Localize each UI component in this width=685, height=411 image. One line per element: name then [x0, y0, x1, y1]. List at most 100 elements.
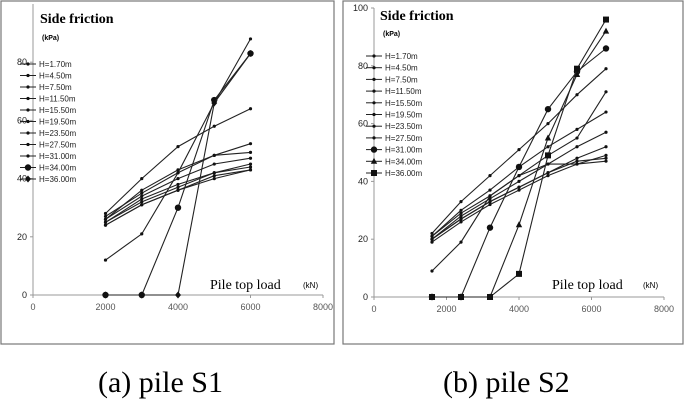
chart1-data-point: [103, 223, 108, 227]
chart2-data-point: [546, 174, 550, 178]
chart2-data-point: [602, 27, 610, 34]
chart2-x-label: Pile top load: [552, 278, 623, 293]
chart2-data-point: [517, 174, 521, 178]
chart1-data-point: [103, 258, 108, 262]
chart1-data-point: [248, 37, 253, 41]
chart2-data-point: [430, 269, 434, 273]
chart2-legend-marker: [372, 89, 376, 93]
chart1-x-tick-label: 8000: [313, 302, 333, 312]
chart2-series-11: [429, 16, 609, 300]
chart2-legend-label: H=23.50m: [385, 122, 422, 131]
chart2-data-point: [515, 221, 523, 228]
chart1-legend-marker: [26, 62, 30, 66]
chart1-legend-label: H=15.50m: [39, 106, 76, 115]
chart2-x-tick-label: 0: [371, 304, 376, 314]
chart1-data-point: [103, 220, 108, 224]
chart2-legend-marker: [372, 136, 376, 140]
chart2-x-tick-label: 8000: [654, 304, 674, 314]
chart1-series-8: [103, 168, 253, 227]
chart1-data-point: [212, 177, 216, 181]
chart2-frame: [342, 0, 684, 345]
chart1-data-point: [248, 162, 253, 166]
chart2-data-point: [488, 202, 492, 207]
chart1-data-point: [176, 171, 180, 175]
chart2-x-tick-label: 6000: [581, 304, 601, 314]
chart1-data-point: [140, 197, 144, 201]
chart1-title: Side friction: [40, 12, 114, 27]
chart2-legend-marker: [372, 66, 376, 70]
chart1-data-point: [247, 49, 254, 57]
chart2-data-point: [487, 294, 493, 300]
chart2-data-point: [575, 145, 579, 149]
chart2-data-point: [575, 162, 579, 166]
chart2-title: Side friction: [380, 9, 454, 24]
chart1-data-point: [102, 291, 109, 299]
chart2-data-point: [488, 188, 492, 192]
chart1-data-point: [140, 188, 144, 192]
chart1-legend-marker: [25, 175, 31, 183]
chart2-legend-marker: [371, 170, 377, 176]
chart2-legend-marker: [370, 157, 378, 164]
chart2-data-point: [486, 224, 494, 231]
chart2-data-point: [517, 148, 521, 152]
chart1-data-point: [140, 194, 144, 198]
chart1-legend-label: H=19.50m: [39, 118, 76, 127]
chart1-y-tick-label: 20: [17, 232, 27, 242]
chart1-data-point: [174, 204, 182, 211]
chart2-y-tick-label: 40: [358, 176, 368, 186]
chart-svg-s2: 0 2000 4000 6000 8000 0 20 40 60 80 100 Side fricti…: [342, 0, 684, 345]
chart1-legend-label: H=27.50m: [39, 141, 76, 150]
chart2-data-point: [545, 152, 551, 159]
chart2-data-point: [488, 174, 492, 178]
chart2-y-tick-label: 0: [363, 292, 368, 302]
chart1-data-point: [176, 182, 180, 187]
chart1-data-point: [212, 174, 216, 178]
chart1-x-tick-label: 4000: [168, 302, 188, 312]
chart1-legend-marker: [26, 85, 30, 89]
chart2-legend-marker: [372, 124, 376, 128]
chart2-data-point: [458, 294, 464, 300]
chart1-x-tick-label: 0: [30, 302, 35, 312]
chart1-frame: [0, 0, 335, 345]
chart2-data-point: [575, 93, 579, 97]
chart2-data-point: [459, 217, 463, 221]
chart2-data-point: [430, 240, 434, 244]
chart2-data-point: [575, 159, 579, 163]
chart1-series-9: [103, 37, 253, 262]
chart2-legend-marker: [372, 112, 376, 117]
chart2-legend-label: H=1.70m: [385, 52, 418, 61]
chart2-legend-label: H=19.50m: [385, 111, 422, 120]
chart2-legend-marker: [372, 101, 376, 105]
chart1-legend-label: H=36.00m: [39, 175, 76, 184]
chart1-series-7: [103, 162, 253, 224]
chart2-data-point: [544, 134, 552, 141]
chart1-data-point: [138, 291, 145, 299]
chart1-x-tick-label: 2000: [95, 302, 115, 312]
chart1-data-point: [212, 124, 216, 128]
caption-pile-s2: (b) pile S2: [443, 366, 570, 399]
chart2-data-point: [488, 194, 492, 198]
chart1-x-label: Pile top load: [210, 278, 281, 293]
chart1-legend-marker: [26, 131, 30, 135]
chart2-data-point: [546, 171, 550, 175]
chart2-data-point: [604, 153, 608, 157]
chart1-series-4: [103, 156, 253, 221]
chart1-legend-label: H=1.70m: [39, 60, 72, 69]
chart2-series-8: [430, 159, 608, 273]
chart1-data-point: [103, 214, 108, 219]
chart1-data-point: [248, 142, 253, 146]
chart2-legend-label: H=34.00m: [385, 157, 422, 166]
chart1-legend-marker: [26, 73, 30, 78]
chart2-legend-marker: [370, 146, 378, 153]
chart1-legend-marker: [26, 108, 30, 112]
chart2-data-point: [602, 45, 610, 52]
chart2-data-point: [459, 208, 463, 212]
chart1-legend-marker: [26, 154, 30, 158]
chart2-data-point: [544, 105, 552, 113]
chart2-data-point: [459, 240, 463, 244]
chart2-data-point: [517, 188, 521, 192]
chart2-y-tick-label: 80: [358, 61, 368, 71]
chart2-data-point: [459, 220, 463, 224]
chart2-data-point: [575, 127, 579, 131]
chart2-data-point: [546, 122, 550, 126]
